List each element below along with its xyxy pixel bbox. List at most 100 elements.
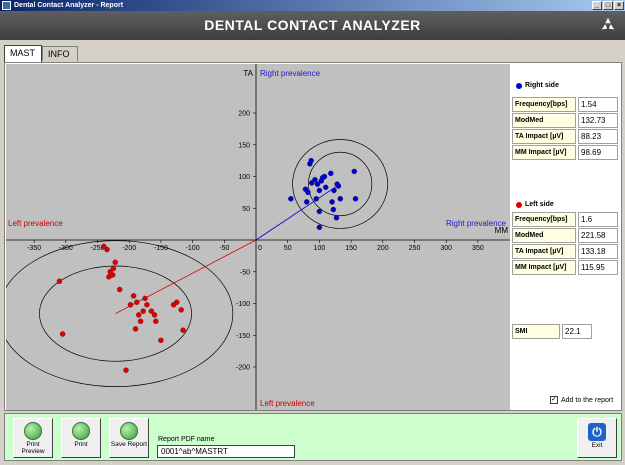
data-point (313, 195, 319, 202)
data-point (303, 199, 310, 205)
data-point (314, 181, 321, 187)
exit-button[interactable]: ⏻ Exit (577, 418, 617, 458)
data-point (142, 295, 148, 302)
app-icon (2, 1, 11, 10)
data-point (308, 157, 314, 164)
left-ta-impact-label: TA Impact [µV] (512, 244, 576, 259)
checkbox-checked-icon[interactable]: ✓ (550, 396, 558, 404)
y-tick-label: 100 (238, 174, 250, 181)
left-ta-impact-row: TA Impact [µV] 133.18 (512, 244, 618, 259)
y-tick-label: -50 (240, 269, 250, 276)
right-mm-impact-value: 98.69 (578, 145, 618, 160)
minimize-icon[interactable]: _ (592, 1, 602, 10)
data-point (134, 299, 140, 305)
data-point (316, 208, 323, 215)
data-point (331, 187, 337, 194)
left-frequency-label: Frequency[bps] (512, 212, 576, 227)
window-title: Dental Contact Analyzer - Report (14, 2, 124, 9)
x-tick-label: -300 (59, 245, 73, 252)
close-icon[interactable]: × (614, 1, 624, 10)
data-point (110, 265, 117, 272)
save-report-button[interactable]: Save Report (109, 418, 149, 458)
add-to-report-checkbox[interactable]: ✓ Add to the report (550, 396, 613, 404)
data-point (153, 318, 159, 325)
right-frequency-label: Frequency[bps] (512, 97, 576, 112)
data-point (130, 293, 137, 299)
right-ta-impact-value: 88.23 (578, 129, 618, 144)
data-point (132, 326, 139, 332)
x-tick-label: -200 (122, 245, 136, 252)
data-point (333, 215, 340, 221)
data-point (56, 278, 63, 285)
tab-info[interactable]: INFO (42, 46, 78, 61)
centroid-vector (255, 183, 341, 241)
window-titlebar: Dental Contact Analyzer - Report _ □ × (0, 0, 625, 11)
blue-dot-icon (516, 82, 522, 89)
x-tick-label: 200 (377, 245, 389, 252)
data-point (178, 307, 184, 313)
x-tick-label: -50 (219, 245, 229, 252)
annotation-bottom: Left prevalence (260, 399, 315, 408)
right-modmed-label: ModMed (512, 113, 576, 128)
data-point (321, 173, 328, 180)
data-point (59, 331, 66, 337)
save-icon (120, 422, 138, 440)
tri-logo-icon (601, 17, 615, 30)
left-modmed-row: ModMed 221.58 (512, 228, 618, 243)
data-point (330, 206, 337, 213)
left-frequency-value: 1.6 (578, 212, 618, 227)
app-header: DENTAL CONTACT ANALYZER (0, 11, 625, 40)
app-title: DENTAL CONTACT ANALYZER (204, 17, 421, 33)
right-ta-impact-label: TA Impact [µV] (512, 129, 576, 144)
data-point (148, 308, 155, 314)
data-point (352, 195, 359, 202)
x-tick-label: -100 (186, 245, 200, 252)
add-to-report-label: Add to the report (561, 396, 614, 404)
data-point (322, 184, 329, 191)
pdf-name-input[interactable]: 0001^ab^MASTRT (157, 445, 295, 458)
y-axis-label: TA (243, 69, 253, 78)
left-modmed-value: 221.58 (578, 228, 618, 243)
power-icon: ⏻ (588, 423, 606, 441)
right-modmed-value: 132.73 (578, 113, 618, 128)
left-mm-impact-label: MM Impact [µV] (512, 260, 576, 275)
data-point (173, 299, 180, 305)
red-dot-icon (516, 201, 522, 208)
data-point (288, 195, 294, 202)
data-point (123, 367, 129, 373)
confidence-ellipse (308, 151, 373, 217)
data-point (140, 308, 146, 314)
annotation-top: Right prevalence (260, 69, 321, 78)
right-frequency-value: 1.54 (578, 97, 618, 112)
y-tick-label: -150 (236, 333, 250, 340)
data-point (316, 224, 323, 231)
smi-row: SMI 22.1 (512, 324, 618, 339)
maximize-icon[interactable]: □ (603, 1, 613, 10)
data-point (337, 195, 344, 202)
right-mm-impact-label: MM Impact [µV] (512, 145, 576, 160)
data-point (127, 302, 134, 308)
tab-mast[interactable]: MAST (4, 45, 42, 62)
scatter-chart: -350 -300 -250 -200 -150 -100 -50 50 100 150 200 25… (6, 64, 510, 410)
data-point (305, 189, 311, 196)
origin-label: 0 (258, 245, 262, 252)
left-frequency-row: Frequency[bps] 1.6 (512, 212, 618, 227)
data-point (109, 272, 116, 278)
left-modmed-label: ModMed (512, 228, 576, 243)
data-point (112, 259, 119, 265)
x-tick-label: 300 (440, 245, 452, 252)
data-point (137, 318, 144, 325)
left-mm-impact-value: 115.95 (578, 260, 618, 275)
data-point (180, 327, 186, 333)
print-preview-button[interactable]: Print Preview (13, 418, 53, 458)
data-point (104, 246, 110, 253)
plot-area (6, 64, 510, 410)
right-mm-impact-row: MM Impact [µV] 98.69 (512, 145, 618, 160)
y-tick-label: -100 (236, 301, 250, 308)
data-point (116, 286, 123, 293)
left-ta-impact-value: 133.18 (578, 244, 618, 259)
y-tick-label: -200 (236, 365, 250, 372)
left-side-title: Left side (516, 201, 554, 208)
print-button[interactable]: Print (61, 418, 101, 458)
annotation-right: Right prevalence (446, 219, 507, 228)
